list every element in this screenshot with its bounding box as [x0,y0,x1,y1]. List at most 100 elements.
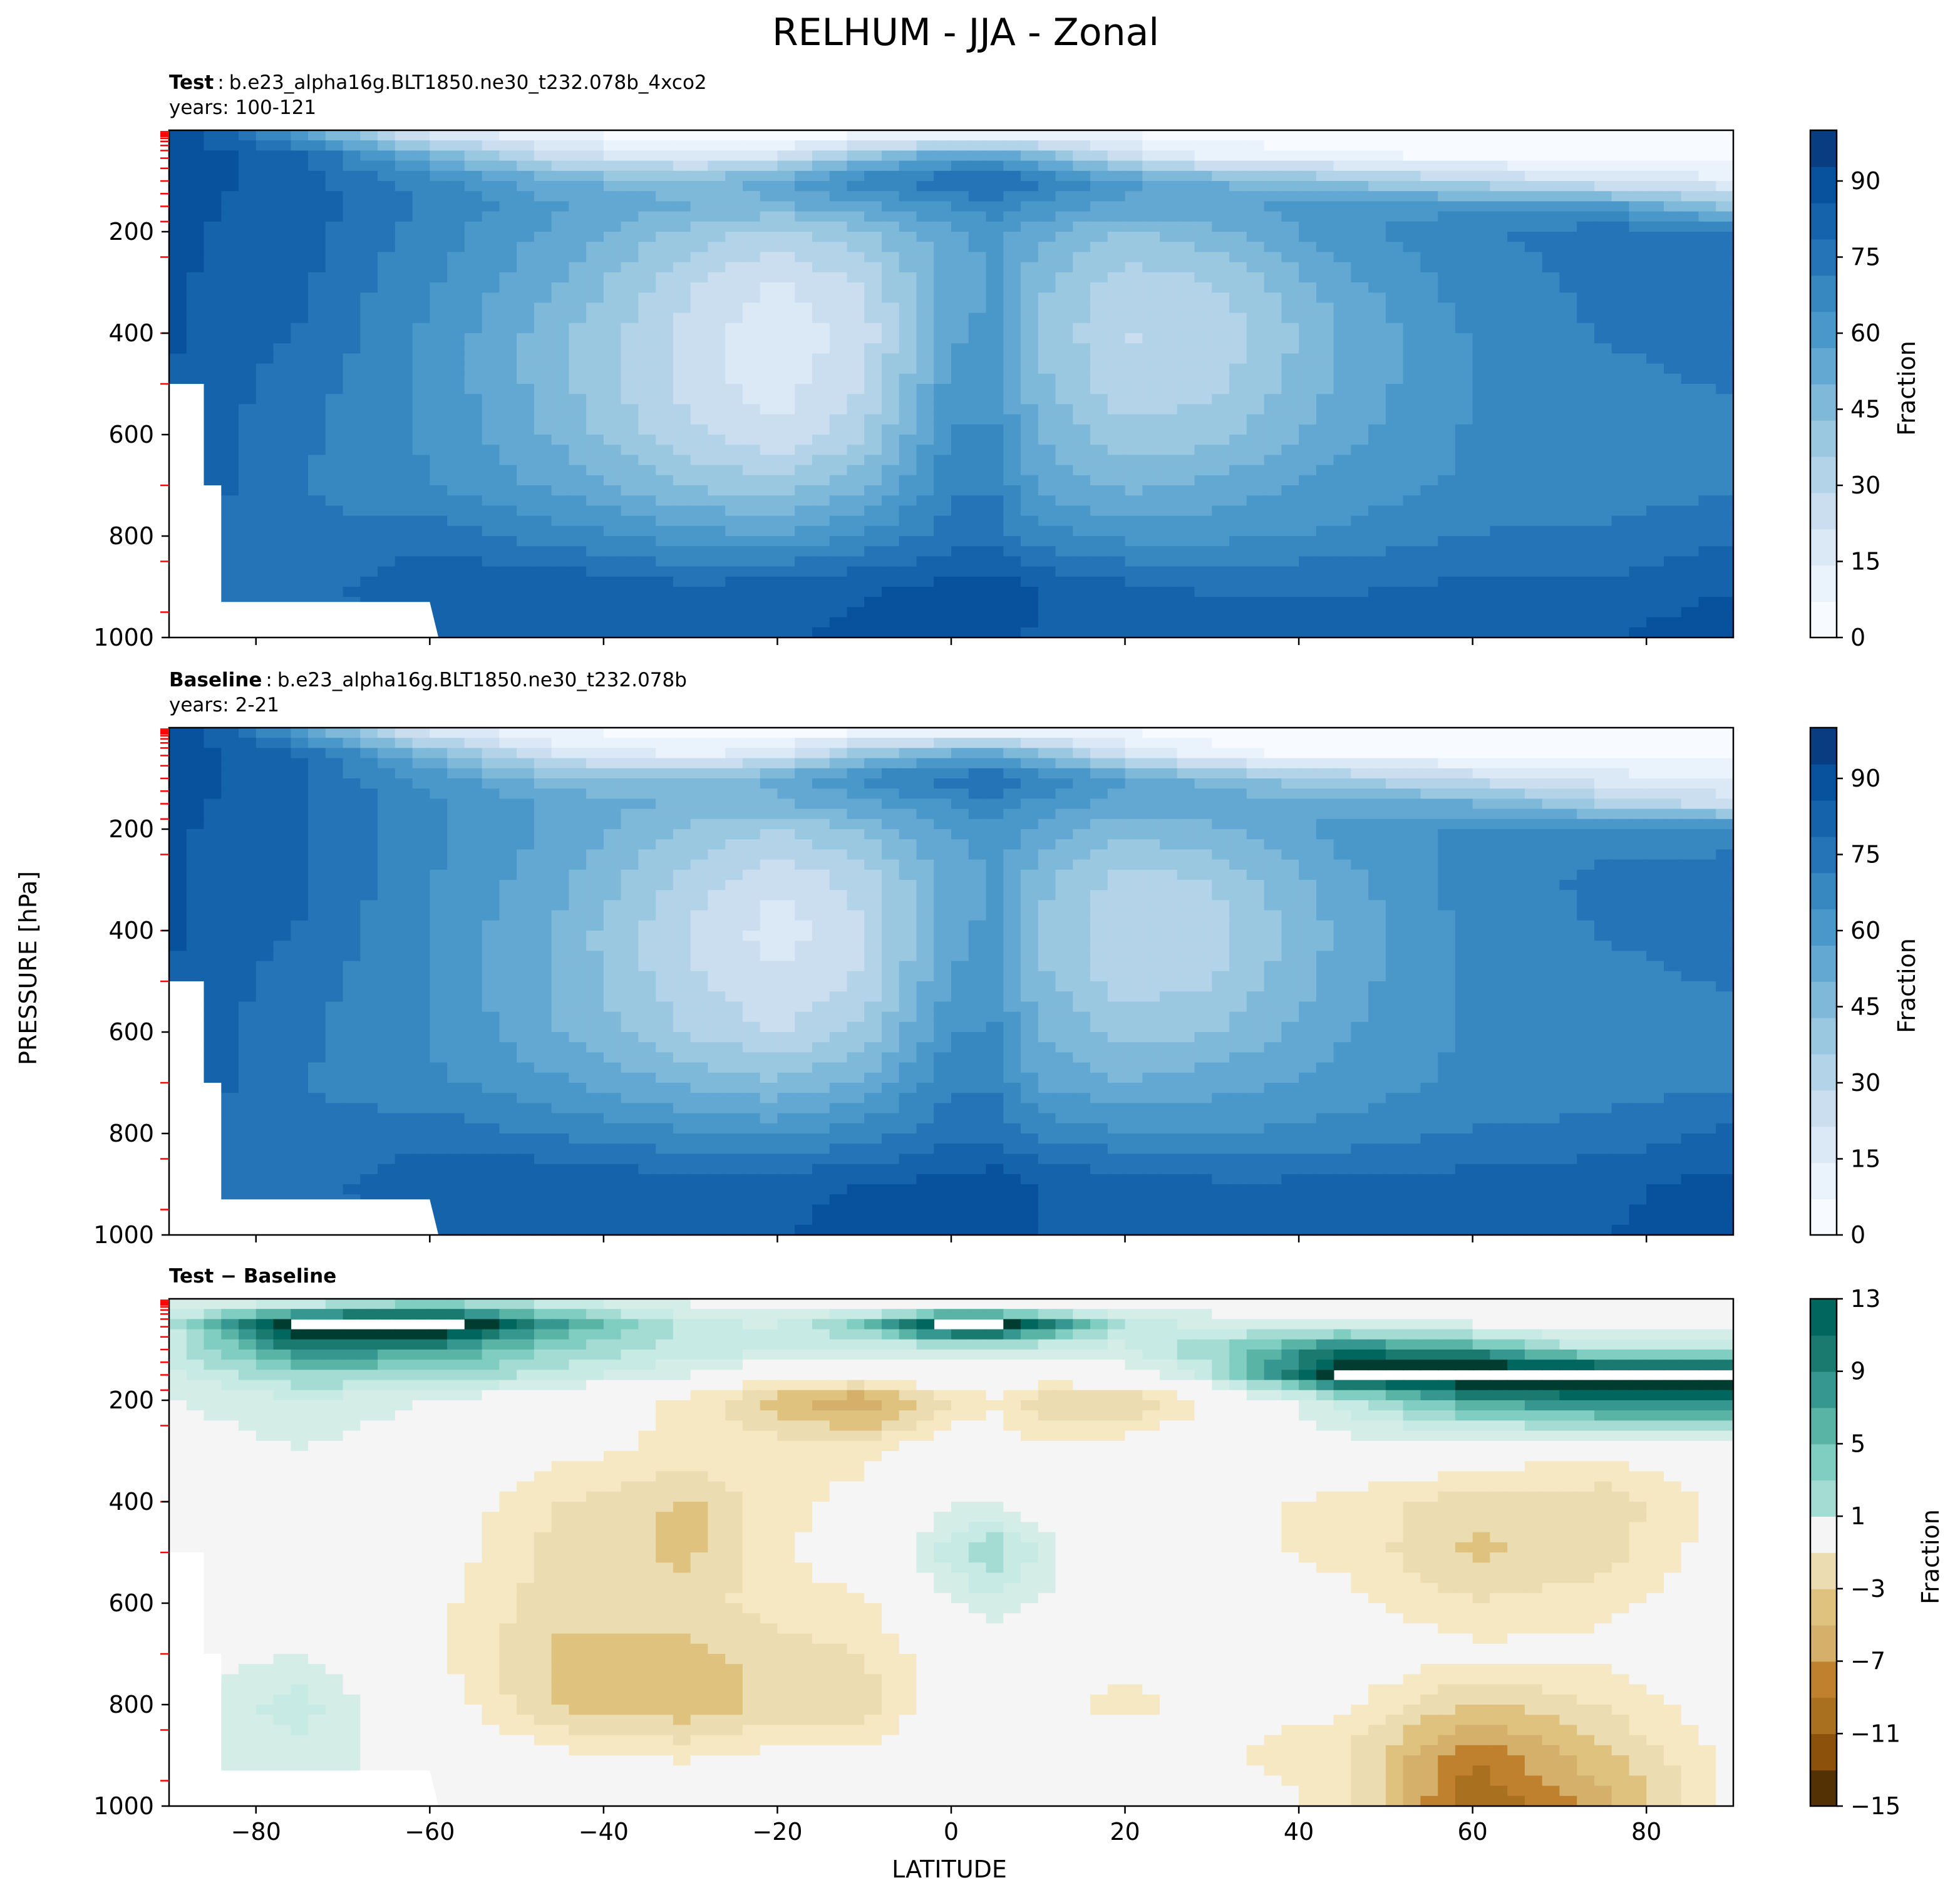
contour-cell [1177,505,1195,517]
contour-cell [864,768,882,779]
contour-cell [1229,150,1247,162]
contour-cell [916,424,935,435]
contour-cell [673,597,691,608]
contour-cell [378,587,396,597]
contour-cell [1316,738,1334,749]
contour-cell [1003,252,1021,263]
contour-cell [1420,150,1438,162]
contour-cell [1038,201,1056,212]
contour-cell [1420,485,1438,496]
contour-cell [1472,130,1491,141]
contour-cell [864,242,882,253]
contour-cell [1351,252,1369,263]
contour-cell [1524,211,1543,222]
contour-cell [1316,424,1334,435]
contour-cell [1264,282,1282,293]
contour-cell [899,566,917,577]
contour-cell [1472,160,1491,172]
contour-cell [1403,323,1421,334]
contour-cell [255,768,274,779]
contour-cell [656,485,674,496]
contour-cell [1368,404,1386,415]
contour-cell [673,445,691,456]
contour-cell [760,556,778,567]
contour-cell [621,363,639,374]
contour-cell [1664,748,1682,759]
contour-cell [291,475,309,486]
contour-cell [1194,181,1213,192]
contour-cell [1507,181,1525,192]
contour-cell [621,587,639,597]
contour-cell [1681,140,1700,152]
contour-cell [638,252,656,263]
contour-cell [742,282,761,293]
contour-cell [1542,373,1560,385]
contour-cell [308,282,326,293]
contour-cell [1681,597,1700,608]
contour-cell [1455,435,1473,445]
contour-cell [1559,587,1577,597]
contour-cell [464,181,483,192]
contour-cell [1490,566,1508,577]
contour-cell [951,424,969,435]
contour-cell [777,556,795,567]
contour-cell [708,130,726,141]
contour-cell [1698,748,1717,759]
contour-cell [1559,485,1577,496]
contour-cell [221,465,239,476]
contour-cell [1455,170,1473,182]
contour-cell [1455,353,1473,364]
contour-cell [499,130,517,141]
contour-cell [1090,221,1108,232]
contour-cell [1524,242,1543,253]
contour-cell [1438,587,1456,597]
contour-cell [447,728,465,738]
contour-cell [864,373,882,385]
contour-cell [343,495,361,507]
contour-cell [255,252,274,263]
contour-cell [395,546,413,557]
contour-cell [1629,556,1648,567]
contour-cell [708,282,726,293]
contour-cell [1716,252,1733,263]
contour-cell [1021,272,1039,283]
contour-cell [1264,495,1282,507]
contour-cell [986,211,1004,222]
contour-cell [638,232,656,242]
contour-cell [221,302,239,314]
contour-cell [517,262,535,273]
contour-cell [777,242,795,253]
contour-cell [1681,758,1700,769]
contour-cell [534,435,552,445]
contour-cell [1246,728,1265,738]
contour-cell [1177,160,1195,172]
contour-cell [239,485,257,496]
contour-cell [1646,536,1664,547]
contour-cell [1299,424,1317,435]
contour-cell [934,201,952,212]
contour-cell [1490,546,1508,557]
contour-cell [1403,363,1421,374]
contour-cell [464,242,483,253]
contour-cell [708,465,726,476]
contour-cell [378,201,396,212]
contour-cell [551,607,570,618]
contour-cell [586,221,604,232]
contour-cell [1264,475,1282,486]
contour-cell [968,536,987,547]
contour-cell [673,485,691,496]
contour-cell [412,130,431,141]
contour-cell [742,627,761,638]
contour-cell [1664,130,1682,141]
contour-cell [742,242,761,253]
contour-cell [1281,445,1299,456]
contour-cell [777,333,795,344]
contour-cell [1107,211,1126,222]
contour-cell [986,505,1004,517]
contour-cell [1542,546,1560,557]
contour-cell [934,272,952,283]
contour-cell [656,232,674,242]
contour-cell [1420,525,1438,537]
contour-cell [1021,160,1039,172]
contour-cell [847,607,865,618]
